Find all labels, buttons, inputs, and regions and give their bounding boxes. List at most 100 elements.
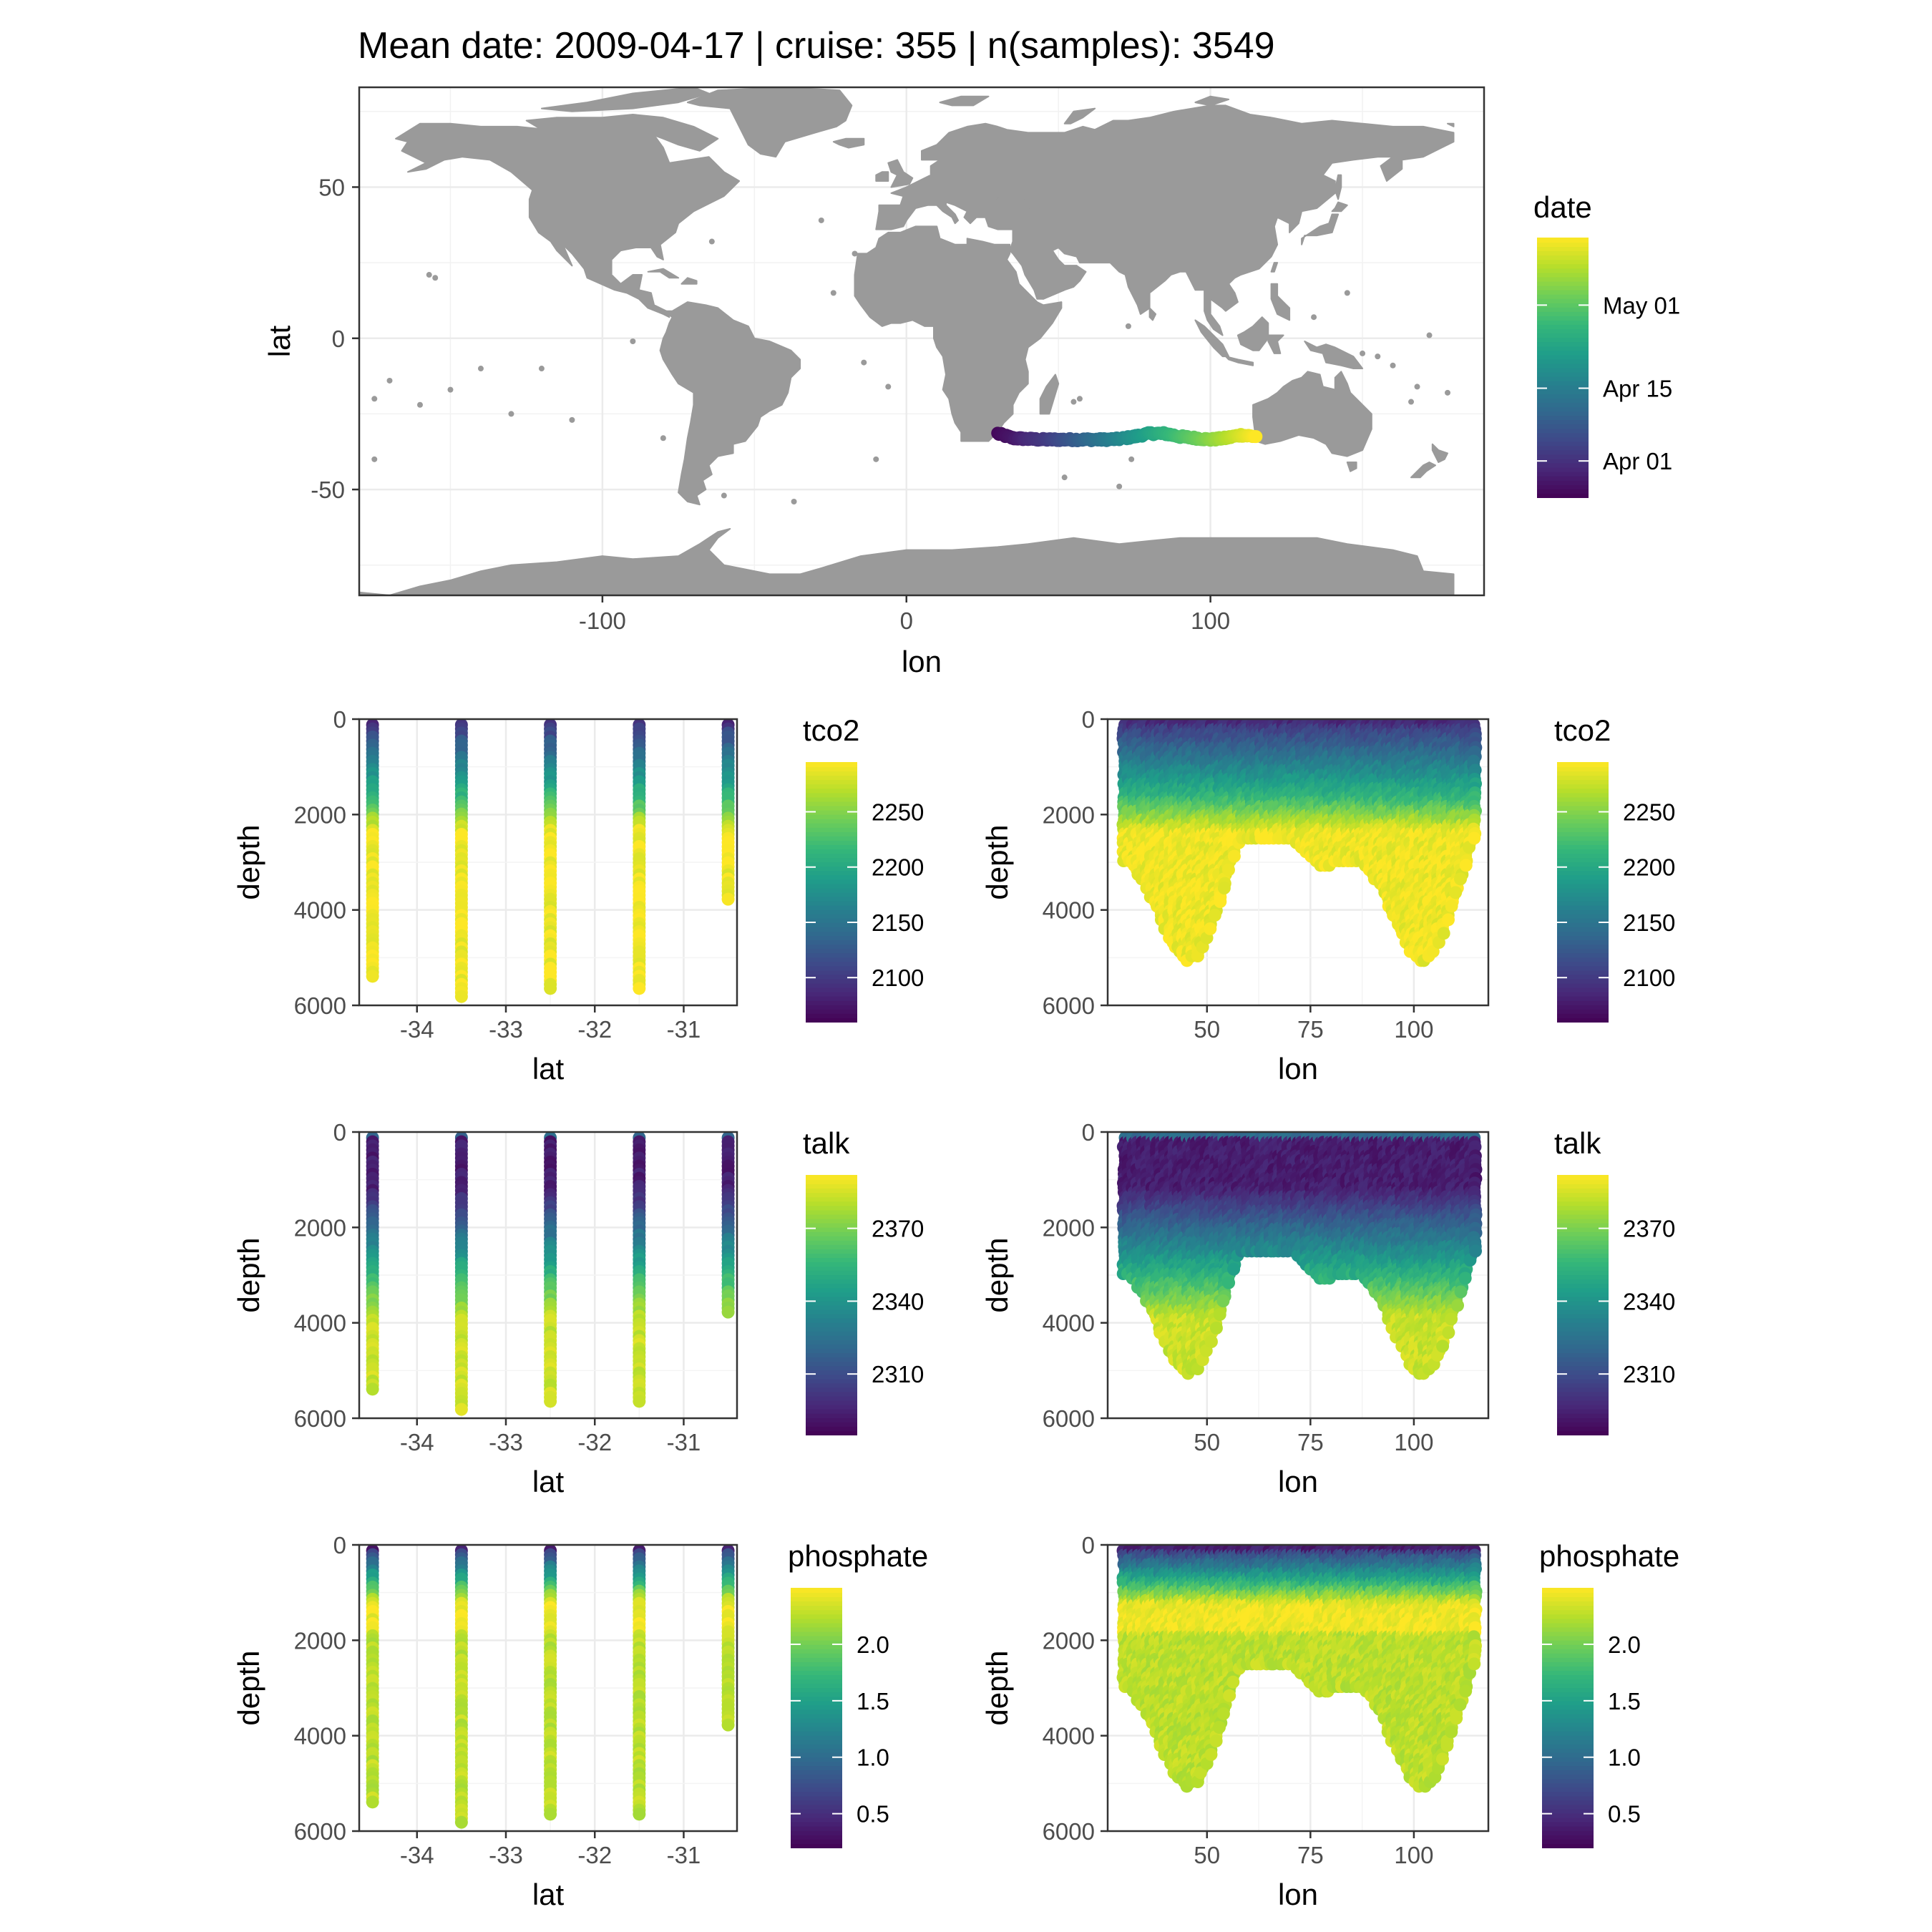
date-colorbar-segment bbox=[1537, 306, 1589, 312]
x-tick-label: -34 bbox=[400, 1429, 434, 1455]
x-tick-label: -31 bbox=[667, 1429, 701, 1455]
colorbar-segment bbox=[1557, 930, 1609, 936]
date-legend-label: Apr 15 bbox=[1603, 376, 1672, 402]
land-small-island bbox=[630, 338, 636, 344]
colorbar-segment bbox=[806, 1378, 857, 1384]
colorbar-segment bbox=[1557, 826, 1609, 832]
colorbar-segment bbox=[806, 1339, 857, 1345]
land-small-island bbox=[1390, 362, 1396, 369]
data-point bbox=[544, 1395, 557, 1408]
colorbar-segment bbox=[1557, 917, 1609, 923]
land-small-island bbox=[386, 377, 393, 384]
colorbar-segment bbox=[1557, 965, 1609, 971]
map-x-axis-title: lon bbox=[902, 645, 942, 678]
legend-label: 2370 bbox=[872, 1216, 924, 1242]
date-colorbar-segment bbox=[1537, 337, 1589, 343]
colorbar-segment bbox=[806, 948, 857, 954]
colorbar-segment bbox=[1557, 784, 1609, 789]
panel-border bbox=[358, 718, 738, 1007]
colorbar-segment bbox=[806, 917, 857, 923]
colorbar-segment bbox=[806, 1279, 857, 1284]
colorbar-segment bbox=[806, 1300, 857, 1306]
colorbar-segment bbox=[806, 831, 857, 836]
date-colorbar-segment bbox=[1537, 454, 1589, 459]
colorbar-segment bbox=[806, 1274, 857, 1280]
land-small-island bbox=[721, 492, 727, 499]
colorbar-segment bbox=[1557, 1013, 1609, 1018]
colorbar-segment bbox=[806, 970, 857, 975]
colorbar-segment bbox=[1557, 814, 1609, 819]
colorbar-segment bbox=[806, 1209, 857, 1215]
date-colorbar-segment bbox=[1537, 346, 1589, 351]
land-hispaniola bbox=[680, 277, 698, 285]
colorbar-segment bbox=[806, 822, 857, 828]
y-tick-label: 4000 bbox=[294, 897, 346, 924]
land-small-island bbox=[1445, 389, 1451, 396]
colorbar-segment bbox=[806, 883, 857, 889]
date-colorbar-segment bbox=[1537, 324, 1589, 330]
colorbar-segment bbox=[806, 957, 857, 962]
date-legend-title: date bbox=[1533, 190, 1592, 224]
data-point bbox=[1449, 886, 1463, 899]
date-colorbar-segment bbox=[1537, 268, 1589, 273]
date-colorbar-segment bbox=[1537, 432, 1589, 438]
colorbar-segment bbox=[806, 1287, 857, 1293]
map-panel-border bbox=[358, 86, 1485, 597]
colorbar-segment bbox=[806, 792, 857, 798]
colorbar-segment bbox=[1557, 926, 1609, 932]
y-tick-label: 4000 bbox=[294, 1310, 346, 1337]
date-colorbar-segment bbox=[1537, 302, 1589, 308]
colorbar-segment bbox=[806, 1192, 857, 1198]
colorbar-segment bbox=[806, 1322, 857, 1327]
legend-label: 2100 bbox=[872, 965, 924, 991]
colorbar-segment bbox=[1557, 835, 1609, 841]
land-masses bbox=[359, 87, 1455, 595]
land-small-island bbox=[477, 366, 484, 372]
map-x-tick-label: -100 bbox=[579, 608, 626, 634]
date-colorbar-segment bbox=[1537, 458, 1589, 464]
land-small-island bbox=[1408, 399, 1415, 405]
date-colorbar-segment bbox=[1537, 384, 1589, 390]
colorbar-segment bbox=[806, 930, 857, 936]
colorbar-segment bbox=[806, 922, 857, 927]
colorbar-segment bbox=[806, 1184, 857, 1189]
colorbar-segment bbox=[1557, 822, 1609, 828]
colorbar-segment bbox=[806, 762, 857, 768]
date-colorbar-segment bbox=[1537, 467, 1589, 472]
colorbar-segment bbox=[1557, 952, 1609, 958]
colorbar-segment bbox=[806, 766, 857, 772]
colorbar-segment bbox=[806, 1330, 857, 1336]
land-small-island bbox=[885, 384, 892, 390]
date-colorbar-segment bbox=[1537, 246, 1589, 252]
colorbar-segment bbox=[1557, 883, 1609, 889]
date-colorbar-segment bbox=[1537, 363, 1589, 369]
data-points bbox=[1116, 1132, 1483, 1380]
colorbar-segment bbox=[1557, 766, 1609, 772]
land-small-island bbox=[861, 359, 867, 366]
colorbar-segment bbox=[806, 1270, 857, 1276]
land-tasmania bbox=[1346, 462, 1357, 472]
map-x-tick-label: 0 bbox=[900, 608, 913, 634]
colorbar-segment bbox=[806, 1017, 857, 1023]
land-canadian-arctic bbox=[525, 114, 719, 152]
date-colorbar-segment bbox=[1537, 272, 1589, 278]
talk-by-lon-chart: 50 75 1000200040006000londepthtalk23702340… bbox=[980, 1119, 1675, 1498]
colorbar-segment bbox=[1557, 844, 1609, 849]
colorbar-segment bbox=[1557, 970, 1609, 975]
colorbar-segment bbox=[1557, 771, 1609, 776]
land-sulawesi bbox=[1267, 334, 1284, 354]
colorbar-segment bbox=[806, 982, 857, 988]
talk-by-lat-chart: -34 -33 -32 -310200040006000latdepthtalk237… bbox=[232, 1119, 924, 1498]
data-point bbox=[1217, 882, 1231, 894]
map-y-tick-label: 50 bbox=[318, 174, 345, 200]
land-philippines bbox=[1270, 283, 1291, 321]
data-point bbox=[721, 1305, 735, 1319]
colorbar-segment bbox=[1557, 887, 1609, 893]
x-tick-label: 50 bbox=[1194, 1016, 1220, 1043]
colorbar-segment bbox=[806, 1421, 857, 1427]
colorbar-segment bbox=[1557, 857, 1609, 863]
land-antarctica bbox=[359, 528, 1455, 595]
land-small-island bbox=[1360, 350, 1366, 356]
colorbar-segment bbox=[1557, 801, 1609, 806]
land-small-island bbox=[1344, 290, 1350, 296]
